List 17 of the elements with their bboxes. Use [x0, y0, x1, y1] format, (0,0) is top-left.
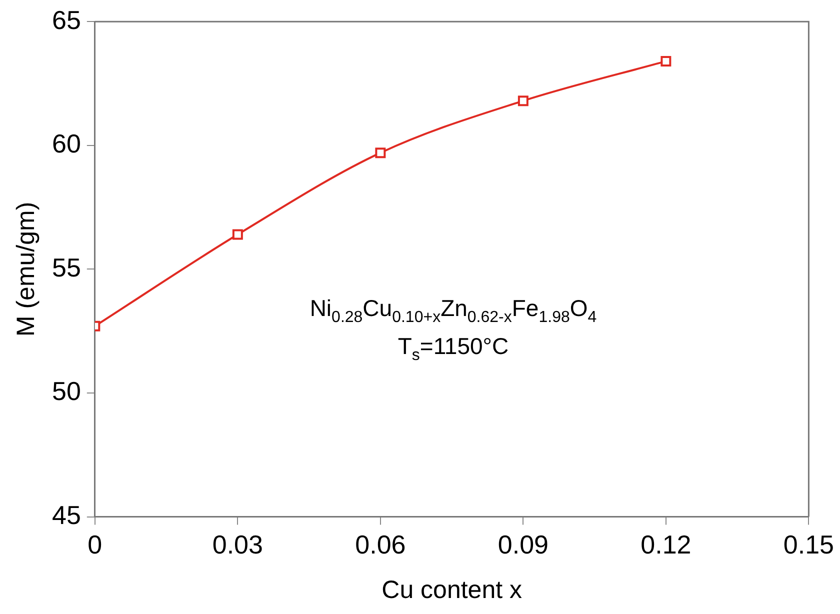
- y-tick-label: 45: [52, 500, 81, 530]
- x-axis-title: Cu content x: [382, 576, 522, 604]
- point: [375, 148, 386, 158]
- y-tick-label: 65: [52, 4, 81, 35]
- point: [660, 56, 672, 66]
- x-tick-label: 0.09: [498, 530, 548, 560]
- y-tick-label: 50: [52, 376, 81, 406]
- x-tick-label: 0.06: [355, 530, 406, 560]
- x-tick-label: 0.15: [783, 530, 834, 560]
- x-tick-label: 0.03: [212, 530, 263, 560]
- point: [232, 229, 243, 240]
- point: [518, 96, 528, 106]
- x-tick-label: 0: [88, 530, 102, 560]
- y-axis-title: M (emu/gm): [12, 202, 40, 337]
- y-tick-label: 55: [52, 252, 81, 282]
- x-tick-label: 0.12: [640, 530, 692, 560]
- y-tick-label: 60: [52, 128, 81, 159]
